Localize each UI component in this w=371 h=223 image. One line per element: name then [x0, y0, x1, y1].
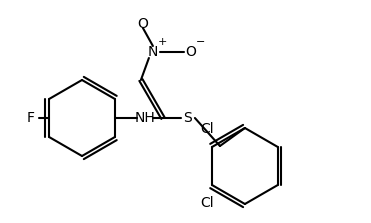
Text: O: O — [138, 17, 148, 31]
Text: O: O — [186, 45, 196, 59]
Text: −: − — [196, 37, 206, 47]
Text: S: S — [184, 111, 192, 125]
Text: N: N — [148, 45, 158, 59]
Text: NH: NH — [135, 111, 155, 125]
Text: +: + — [158, 37, 168, 47]
Text: F: F — [27, 111, 35, 125]
Text: Cl: Cl — [200, 122, 214, 136]
Text: Cl: Cl — [200, 196, 214, 210]
